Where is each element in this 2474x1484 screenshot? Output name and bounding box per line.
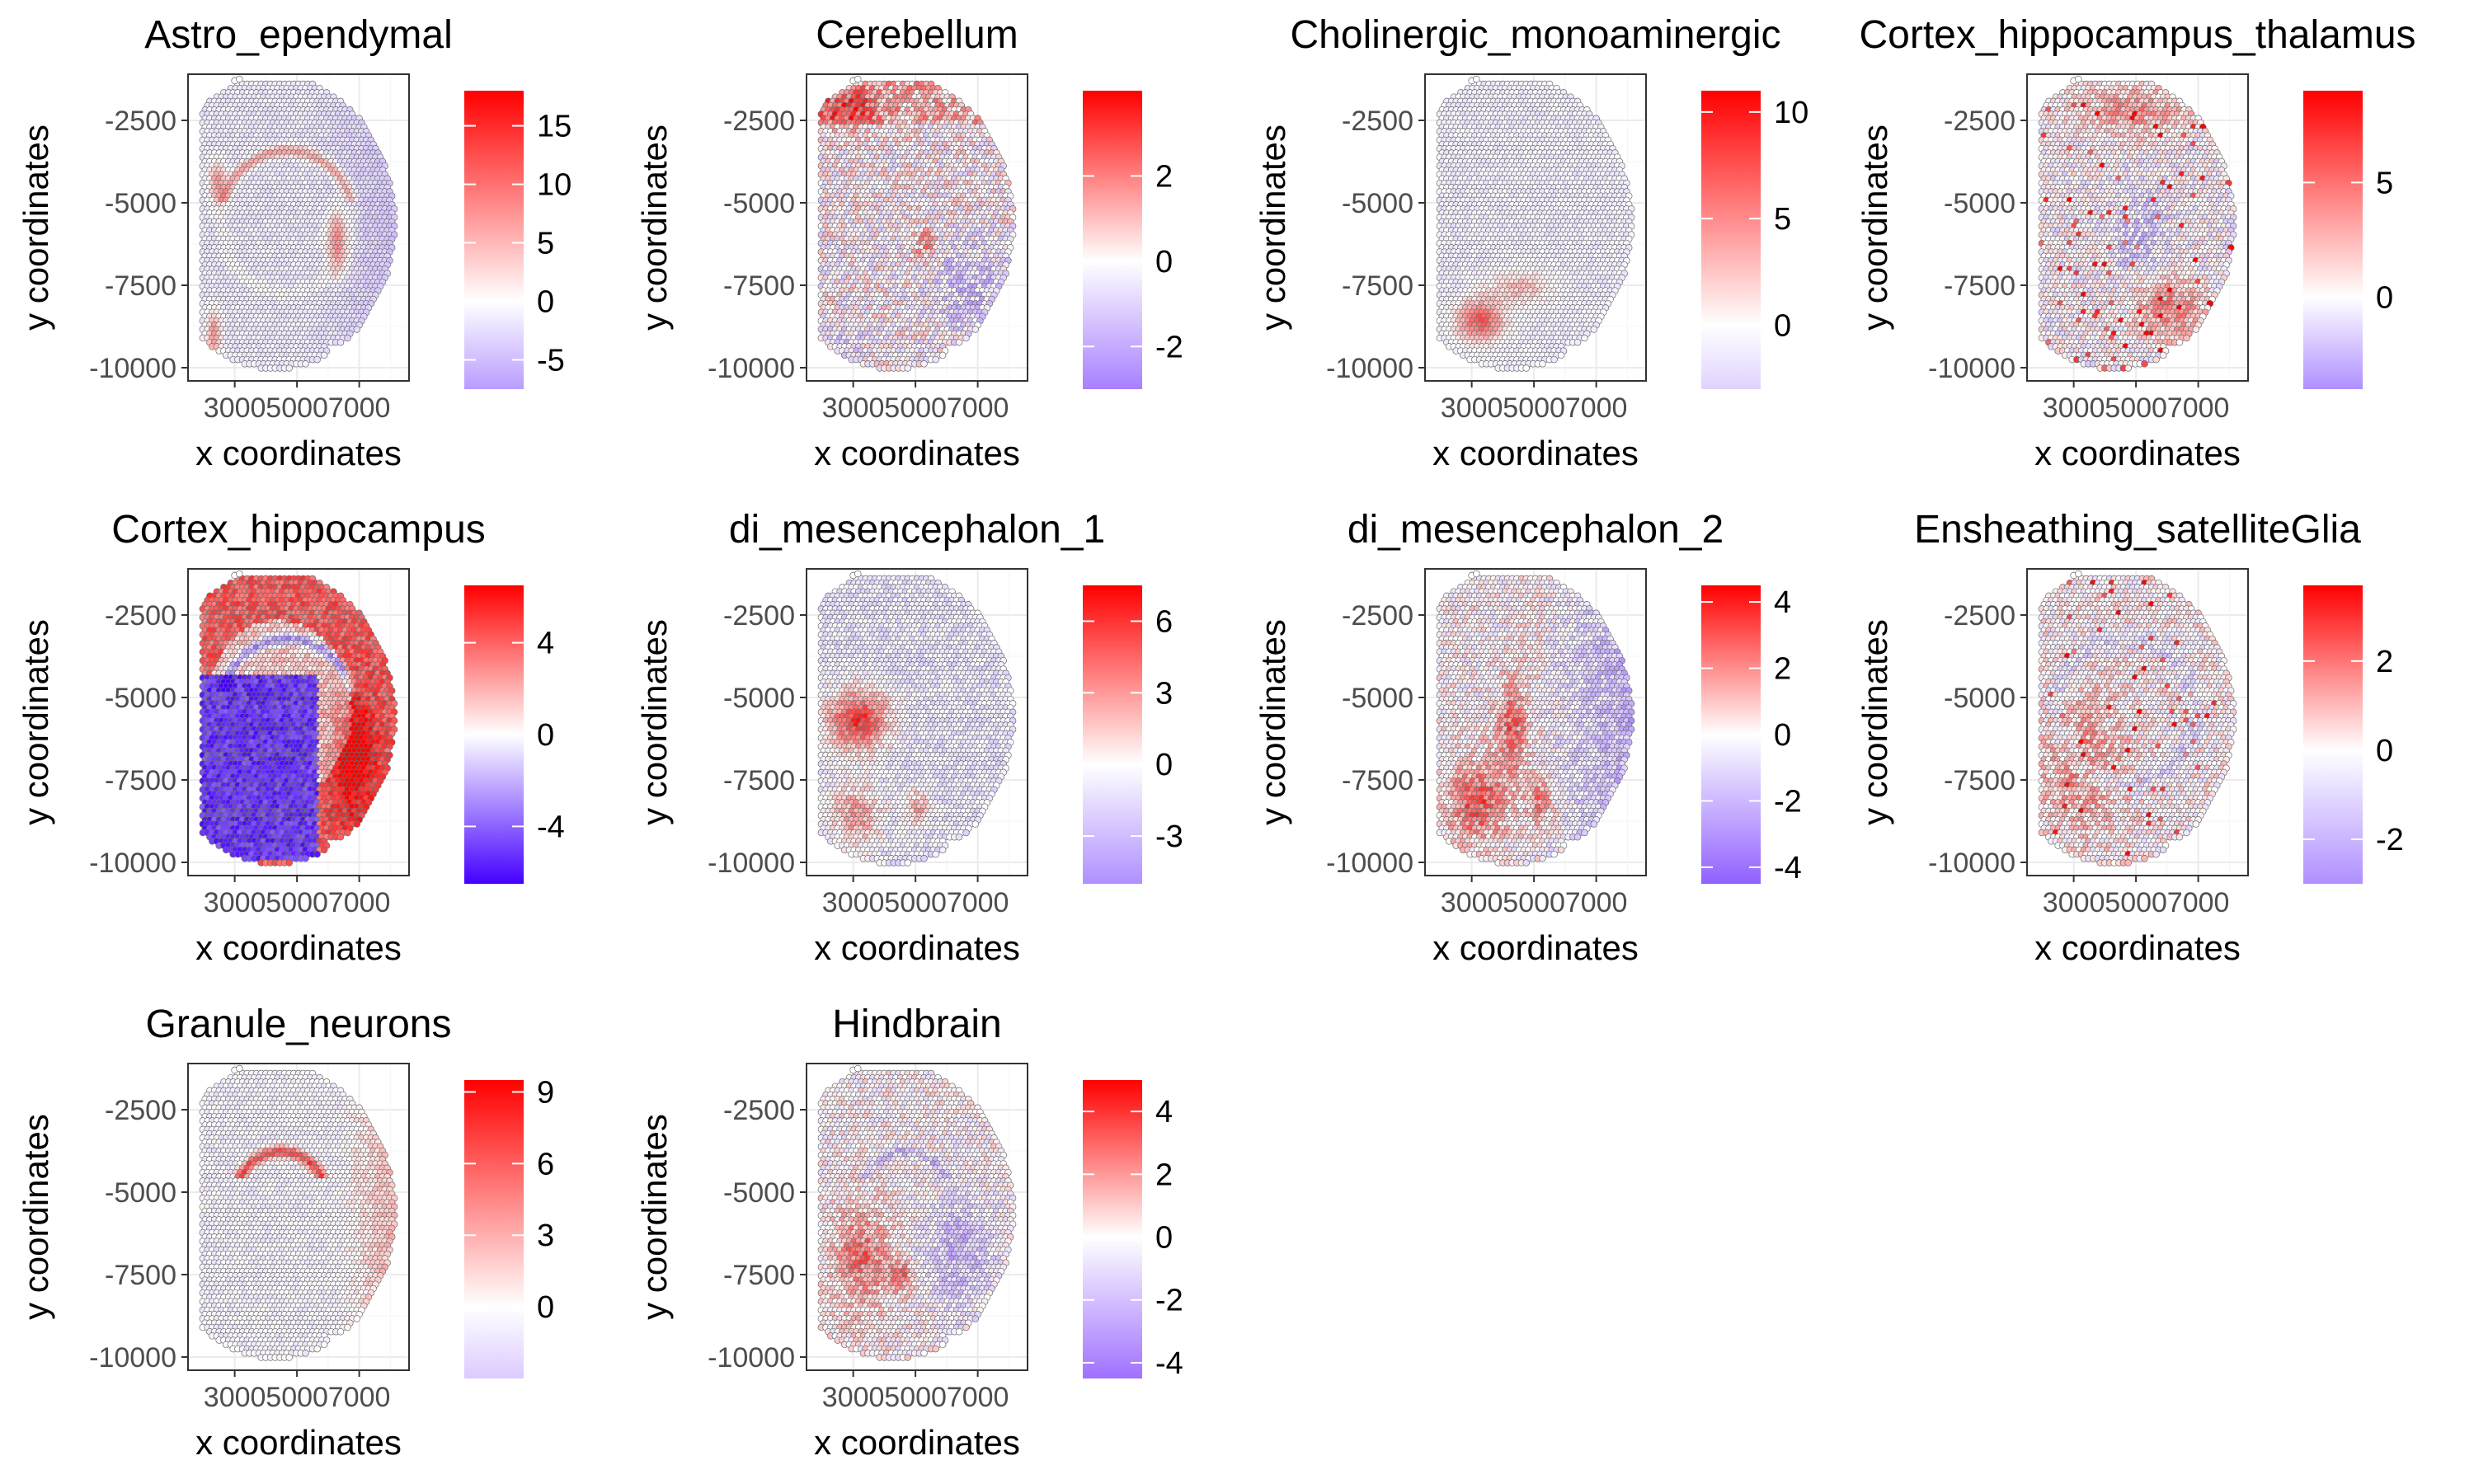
y-tick-label: -7500	[105, 270, 176, 302]
spot	[313, 355, 321, 364]
y-tick-label: -5000	[723, 188, 795, 219]
spot	[920, 360, 928, 368]
spot	[285, 364, 293, 372]
panel-title: Astro_ependymal	[144, 13, 453, 57]
x-tick-label: 5000	[884, 392, 947, 424]
panel-Cerebellum: Cerebellum 3000 5000 7000 -2500 -5000 -7500 -10…	[635, 13, 1183, 472]
spot	[971, 326, 980, 333]
legend-tick-label: 0	[537, 285, 554, 320]
legend-tick-label: 2	[1155, 159, 1173, 194]
x-tick-label: 7000	[947, 392, 1009, 424]
x-tick-label: 3000	[822, 392, 885, 424]
spot	[854, 75, 862, 83]
spot	[353, 326, 361, 333]
y-tick-label: -5000	[105, 188, 176, 219]
spot	[336, 338, 345, 346]
spot	[302, 360, 309, 368]
legend-tick-label: -2	[1155, 330, 1183, 364]
y-tick-label: -10000	[708, 353, 795, 384]
spot	[904, 364, 911, 372]
x-axis-label: x coordinates	[195, 434, 402, 472]
legend-tick-label: 15	[537, 110, 571, 144]
legend-tick-label: 5	[537, 227, 554, 261]
x-tick-label: 3000	[204, 392, 266, 424]
x-axis-label: x coordinates	[814, 434, 1020, 472]
legend-colorbar	[1083, 91, 1142, 389]
y-tick-label: -2500	[723, 106, 795, 137]
y-tick-label: -2500	[105, 106, 176, 137]
spots-layer	[199, 75, 398, 372]
spot	[955, 338, 963, 346]
y-axis-label: y coordinates	[16, 124, 55, 331]
y-axis-label: y coordinates	[635, 124, 674, 331]
panel-title: Cerebellum	[816, 13, 1018, 57]
y-tick-label: -7500	[723, 270, 795, 302]
legend-tick-label: 0	[1155, 245, 1173, 279]
spot	[320, 351, 328, 359]
legend-colorbar	[464, 91, 524, 389]
y-tick-label: -10000	[89, 353, 176, 384]
spot	[236, 75, 243, 83]
panel-title: Cholinergic_monoaminergic	[1291, 13, 1781, 57]
legend-tick-label: 10	[537, 168, 571, 203]
spot	[932, 355, 939, 364]
spot	[938, 351, 947, 359]
x-tick-label: 5000	[266, 392, 328, 424]
panel-Astro_ependymal: Astro_ependymal 3000 5000 7000 -2500 -5000 -75…	[16, 13, 571, 472]
legend-tick-label: -5	[537, 344, 565, 378]
x-tick-label: 7000	[328, 392, 391, 424]
spot	[962, 334, 970, 342]
spot	[344, 334, 351, 342]
